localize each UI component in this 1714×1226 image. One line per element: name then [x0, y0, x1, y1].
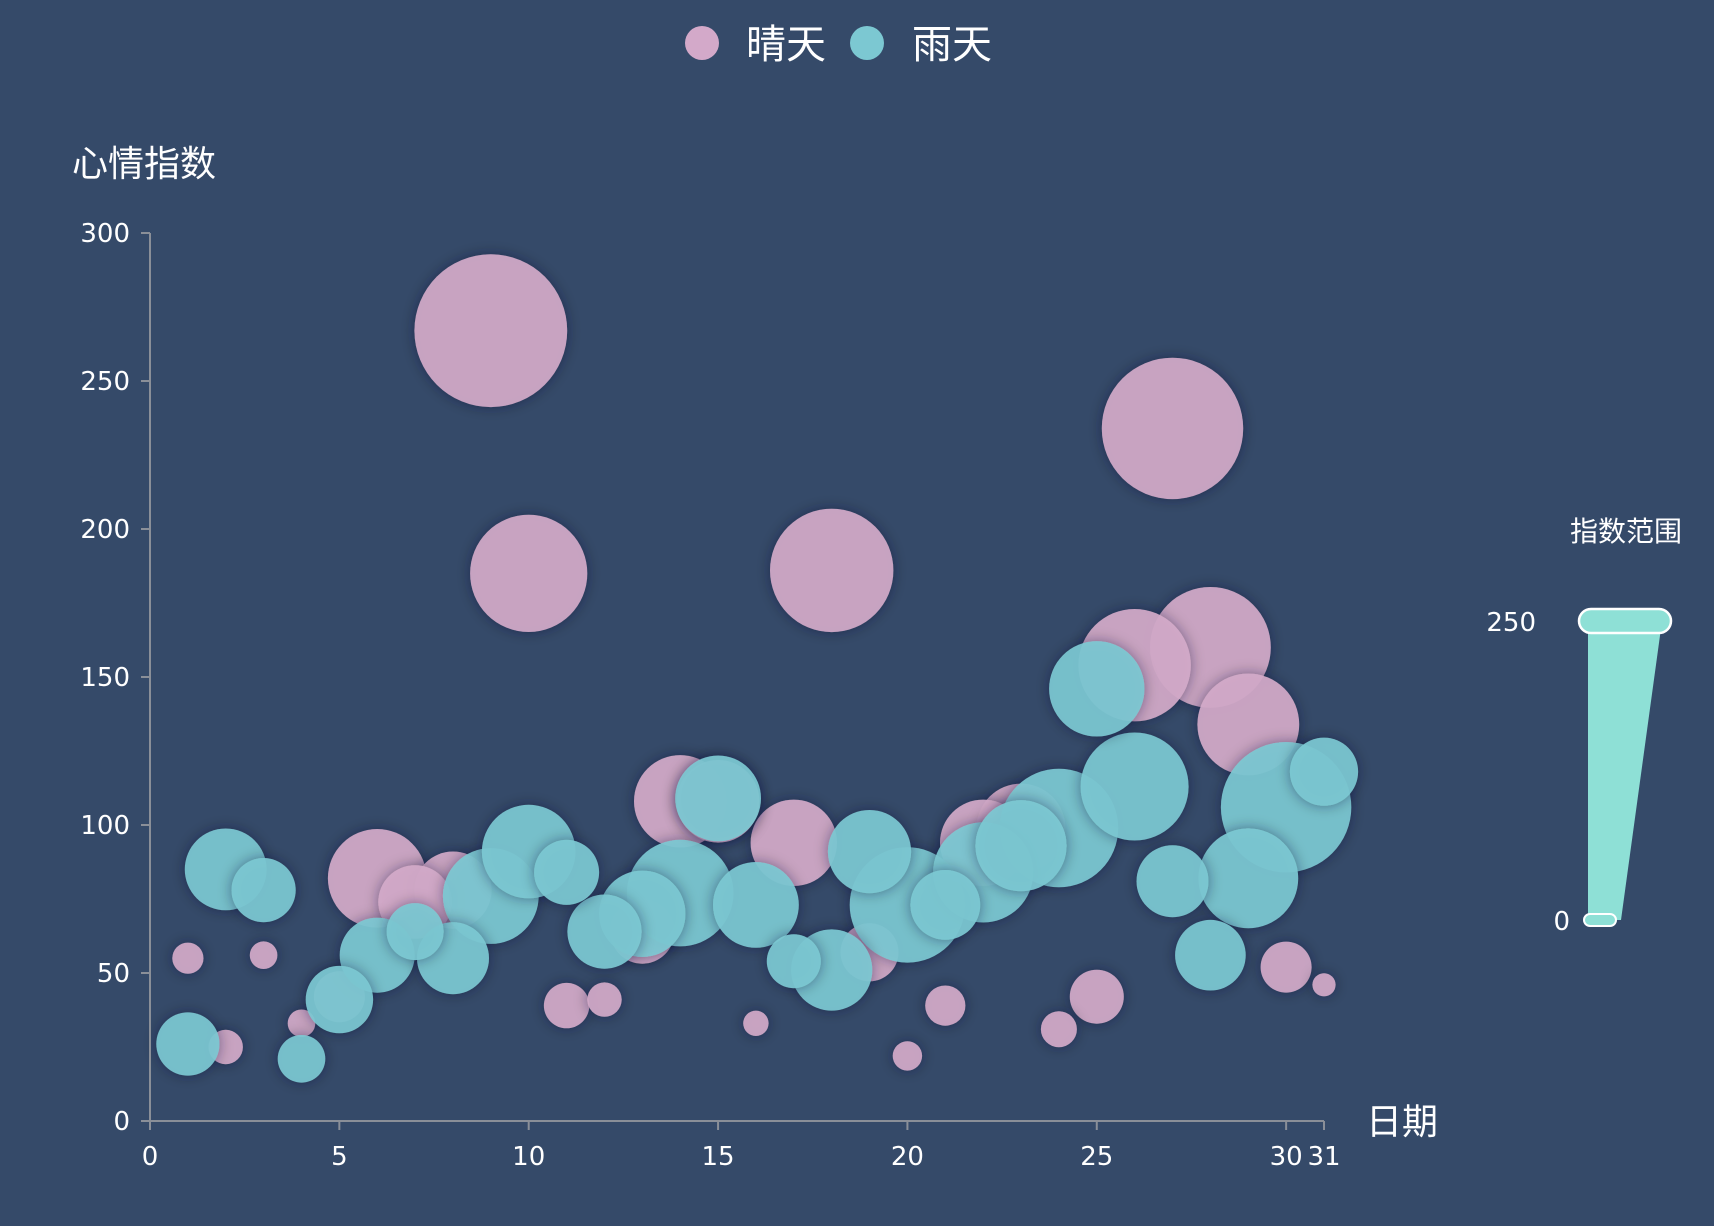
- bubble-point[interactable]: [470, 514, 588, 633]
- bubble-point[interactable]: [750, 799, 837, 886]
- bubble-point[interactable]: [156, 1012, 220, 1076]
- legend-marker: [850, 26, 884, 60]
- bubble-point[interactable]: [277, 1035, 326, 1083]
- x-tick-label: 20: [891, 1142, 924, 1172]
- bubble-point[interactable]: [925, 985, 966, 1026]
- y-axis-title: 心情指数: [72, 144, 216, 185]
- bubble-point[interactable]: [1136, 845, 1209, 918]
- bubble-point[interactable]: [249, 941, 278, 969]
- bubble-point[interactable]: [1040, 1011, 1077, 1048]
- x-tick-label: 5: [331, 1142, 348, 1172]
- legend-item-2[interactable]: 雨天: [850, 22, 992, 68]
- x-tick-label: 25: [1080, 1142, 1113, 1172]
- x-tick-label: 30: [1270, 1142, 1303, 1172]
- legend: 晴天 雨天: [685, 22, 992, 68]
- bubble-point[interactable]: [827, 810, 912, 894]
- bubble-point[interactable]: [231, 858, 296, 923]
- bubble-point[interactable]: [1049, 641, 1145, 737]
- visual-map[interactable]: 指数范围 250 0: [1486, 515, 1682, 937]
- bubble-point[interactable]: [567, 894, 642, 969]
- bubble-point[interactable]: [305, 965, 374, 1034]
- y-tick-label: 50: [97, 959, 130, 989]
- series-2: [156, 641, 1359, 1083]
- legend-label: 晴天: [746, 22, 826, 68]
- bubble-point[interactable]: [892, 1041, 923, 1071]
- bubble-point[interactable]: [743, 1010, 769, 1036]
- y-tick-label: 0: [113, 1107, 130, 1137]
- visual-map-bar: [1588, 621, 1662, 920]
- bubbles: [156, 254, 1359, 1083]
- bubble-point[interactable]: [1312, 973, 1336, 997]
- y-tick-label: 150: [80, 663, 130, 693]
- legend-marker: [685, 26, 719, 60]
- y-tick-label: 100: [80, 811, 130, 841]
- bubble-point[interactable]: [543, 982, 590, 1029]
- x-tick-label: 15: [702, 1142, 735, 1172]
- y-tick-label: 300: [80, 219, 130, 249]
- visual-map-max-label: 250: [1486, 608, 1536, 638]
- x-tick-label: 10: [512, 1142, 545, 1172]
- x-tick-label: 31: [1307, 1142, 1340, 1172]
- bubble-point[interactable]: [587, 982, 622, 1017]
- visual-map-title: 指数范围: [1570, 515, 1682, 548]
- bubble-point[interactable]: [287, 1009, 316, 1038]
- bubble-point[interactable]: [675, 755, 761, 842]
- bubble-point[interactable]: [1175, 919, 1246, 991]
- bubble-point[interactable]: [1069, 969, 1124, 1024]
- bubble-point[interactable]: [1080, 732, 1189, 841]
- visual-map-min-label: 0: [1553, 907, 1570, 937]
- bubble-point[interactable]: [1289, 737, 1359, 806]
- bubble-point[interactable]: [1198, 828, 1299, 929]
- bubble-point[interactable]: [414, 254, 568, 408]
- x-tick-label: 0: [142, 1142, 159, 1172]
- bubble-point[interactable]: [534, 839, 600, 905]
- bubble-point[interactable]: [1101, 357, 1244, 500]
- visual-map-handle-max[interactable]: [1577, 607, 1673, 635]
- bubble-point[interactable]: [766, 934, 821, 989]
- y-tick-label: 250: [80, 367, 130, 397]
- bubble-point[interactable]: [172, 942, 204, 974]
- y-tick-label: 200: [80, 515, 130, 545]
- bubble-point[interactable]: [975, 800, 1067, 892]
- legend-item-1[interactable]: 晴天: [685, 22, 826, 68]
- bubble-point[interactable]: [910, 870, 981, 940]
- bubble-point[interactable]: [386, 903, 444, 961]
- x-axis-title: 日期: [1366, 1102, 1438, 1143]
- bubble-point[interactable]: [1260, 941, 1312, 993]
- legend-label: 雨天: [912, 22, 992, 68]
- bubble-point[interactable]: [770, 508, 894, 633]
- bubble-point[interactable]: [713, 862, 799, 948]
- visual-map-handle-min[interactable]: [1583, 913, 1617, 927]
